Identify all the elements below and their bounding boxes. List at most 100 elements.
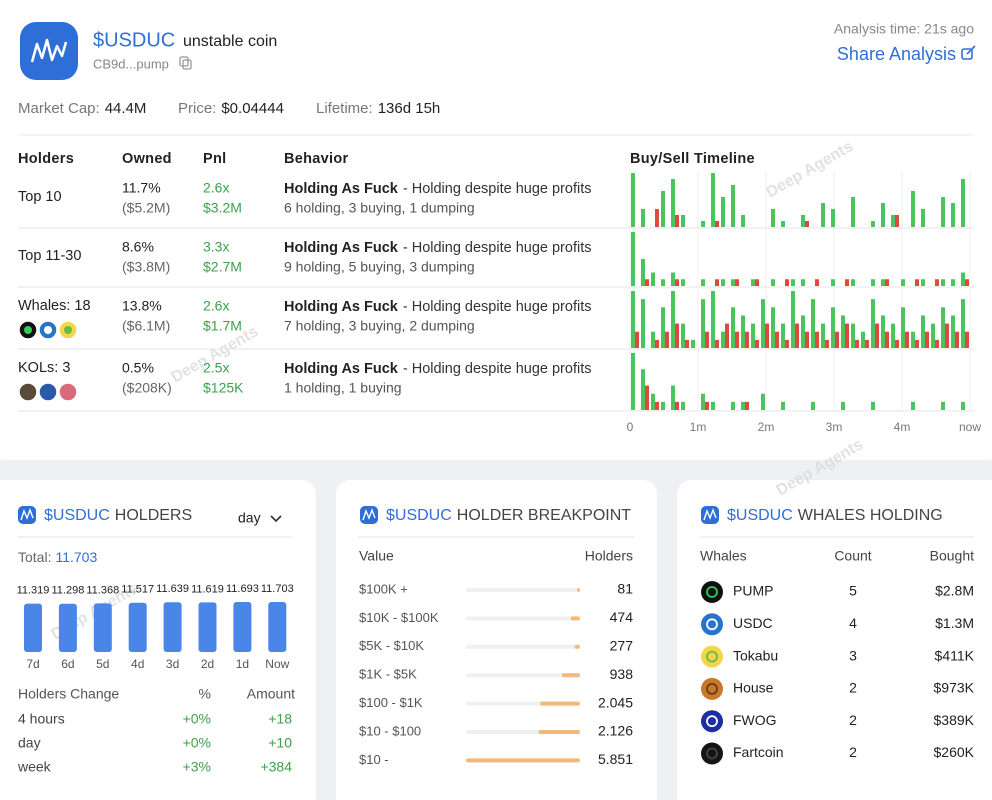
owned-pct: 11.7% (122, 180, 161, 196)
buy-bar (631, 232, 635, 286)
breakpoint-bar (538, 730, 580, 734)
change-header: Amount (247, 686, 295, 702)
buy-bar (701, 393, 705, 410)
whale-name: Tokabu (733, 647, 778, 663)
whale-icon-detail (706, 683, 718, 695)
buy-bar (651, 272, 655, 286)
sell-bar (665, 331, 669, 348)
breakpoint-bar (540, 701, 580, 706)
whale-bought: $260K (934, 744, 975, 760)
sell-bar (965, 331, 969, 348)
buy-bar (771, 307, 775, 348)
range-label: $10 - $100 (359, 723, 421, 738)
behavior: Holding As Fuck - Holding despite huge pr… (284, 181, 591, 197)
buy-bar (641, 299, 645, 348)
holder-count: 474 (610, 609, 634, 625)
card-title-text: HOLDER BREAKPOINT (457, 507, 631, 524)
buy-bar (761, 393, 765, 410)
stat-label: Market Cap: (18, 100, 100, 117)
whale-bought: $389K (934, 712, 975, 728)
sell-bar (895, 339, 899, 348)
breakpoint-bar (466, 758, 580, 763)
buy-bar (781, 401, 785, 410)
buy-bar (961, 179, 965, 227)
sell-bar (885, 279, 889, 286)
buy-bar (921, 209, 925, 227)
change-amount: +18 (268, 711, 292, 727)
owned-usd: ($3.8M) (122, 259, 170, 275)
sell-bar (675, 215, 679, 227)
sell-bar (965, 279, 969, 286)
pnl-usd: $3.2M (203, 200, 242, 216)
buy-bar (891, 215, 895, 227)
card-title: $USDUC HOLDER BREAKPOINT (386, 507, 631, 524)
buy-bar (841, 401, 845, 410)
sell-bar (715, 221, 719, 227)
card-icon (18, 506, 36, 524)
buy-bar (771, 279, 775, 286)
card-icon (701, 506, 719, 524)
buy-bar (791, 279, 795, 286)
bar-value-label: 11.619 (191, 583, 224, 595)
buy-bar (681, 279, 685, 286)
buy-bar (731, 279, 735, 286)
buy-bar (681, 323, 685, 348)
holder-group: KOLs: 3 (18, 360, 70, 376)
whale-name: USDC (733, 615, 773, 631)
range-label: $100 - $1K (359, 695, 423, 710)
buy-bar (741, 215, 745, 227)
column-header: Holders (18, 151, 74, 167)
behavior-title: Holding As Fuck (284, 299, 399, 315)
buy-bar (921, 279, 925, 286)
whale-icon (701, 645, 723, 668)
buy-bar (631, 173, 635, 227)
sell-bar (845, 279, 849, 286)
owned-pct: 0.5% (122, 360, 154, 376)
buy-bar (911, 401, 915, 410)
sell-bar (785, 279, 789, 286)
owned-usd: ($6.1M) (122, 318, 170, 334)
total-value: 11.703 (55, 549, 97, 565)
sell-bar (895, 215, 899, 227)
buy-bar (801, 279, 805, 286)
whale-count: 3 (849, 647, 857, 663)
breakpoint-bar (570, 616, 580, 621)
share-link[interactable]: Share Analysis (837, 44, 956, 64)
buy-bar (701, 299, 705, 348)
buy-bar (801, 215, 805, 227)
timeline-label: 0 (627, 420, 634, 434)
period-select[interactable]: day (238, 510, 261, 526)
whale-count: 2 (849, 744, 857, 760)
kol-avatar (38, 382, 58, 402)
buy-bar (841, 315, 845, 348)
sell-bar (675, 401, 679, 410)
sell-bar (655, 339, 659, 348)
total: Total: 11.703 (18, 549, 97, 565)
buy-bar (901, 279, 905, 286)
buy-bar (721, 197, 725, 227)
copy-icon[interactable] (179, 56, 192, 70)
sell-bar (675, 323, 679, 348)
buy-bar (761, 299, 765, 348)
token-name: unstable coin (183, 33, 277, 50)
buy-bar (951, 279, 955, 286)
owned-pct: 8.6% (122, 239, 154, 255)
buy-bar (931, 323, 935, 348)
share-icon[interactable] (961, 45, 976, 60)
sell-bar (815, 279, 819, 286)
sell-bar (805, 331, 809, 348)
holder-group: Top 11-30 (18, 248, 81, 264)
dropdown-chevron[interactable] (270, 515, 282, 523)
whale-icon-detail (706, 586, 718, 598)
whale-count: 2 (849, 712, 857, 728)
sell-bar (795, 323, 799, 348)
whale-avatar-detail (44, 326, 52, 334)
behavior-activity: 9 holding, 5 buying, 3 dumping (284, 259, 475, 275)
buy-bar (851, 197, 855, 227)
sell-bar (705, 401, 709, 410)
buy-bar (961, 299, 965, 348)
change-pct: +3% (183, 759, 211, 775)
whale-name: House (733, 680, 774, 696)
sell-bar (715, 279, 719, 286)
